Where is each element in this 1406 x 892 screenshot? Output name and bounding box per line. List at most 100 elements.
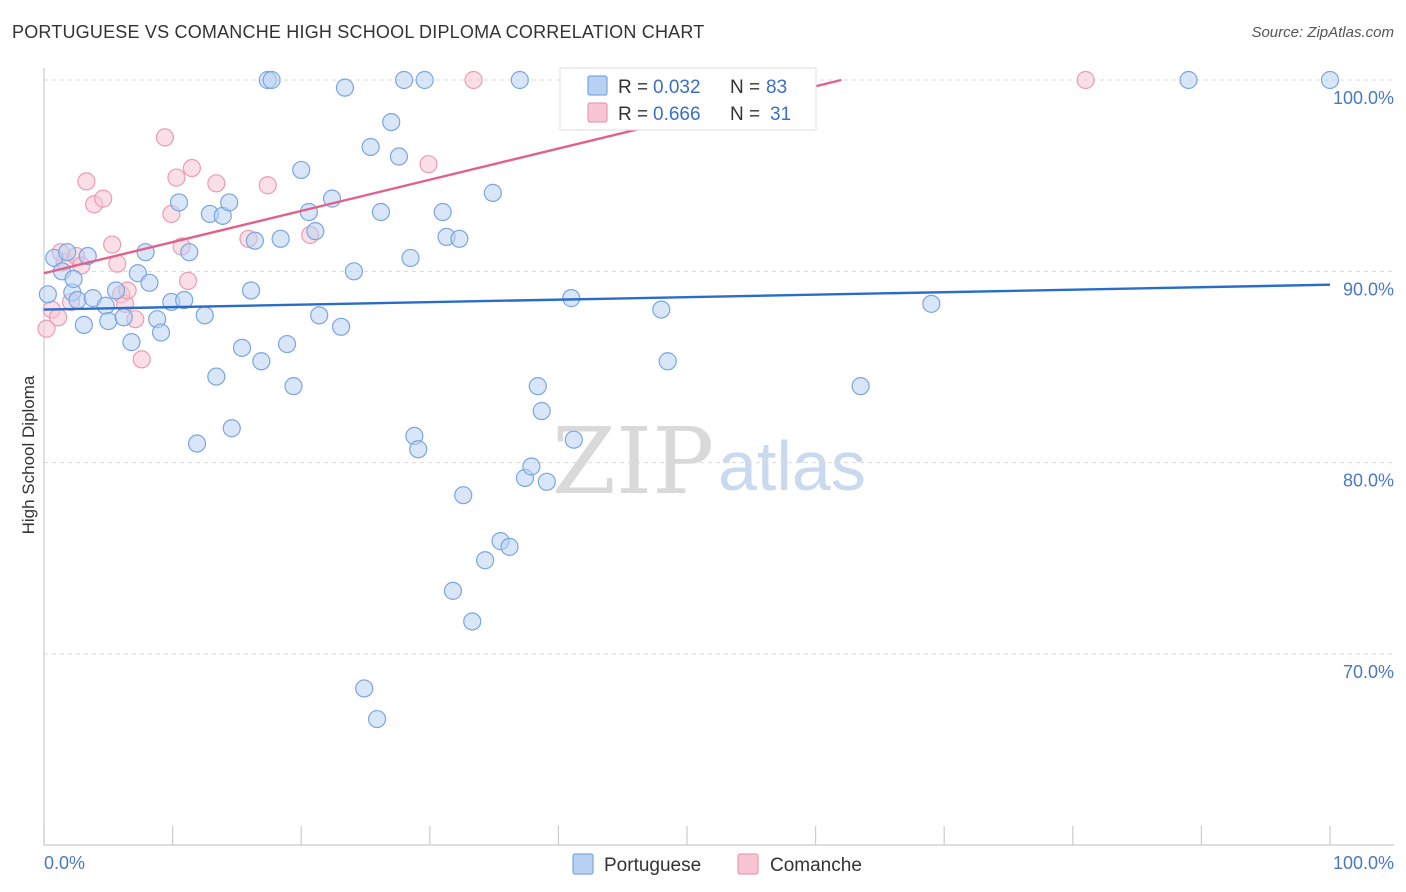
bottom-legend-swatch-comanche: [737, 853, 759, 875]
y-tick-label-2: 80.0%: [1343, 471, 1394, 491]
portuguese-point-42: [306, 222, 325, 241]
legend-n-value-portuguese: 83: [766, 77, 787, 98]
portuguese-point-45: [331, 317, 351, 336]
portuguese-point-29: [220, 193, 239, 212]
comanche-point-2: [49, 308, 68, 327]
portuguese-point-32: [245, 231, 265, 250]
comanche-point-20: [178, 271, 198, 290]
legend-r-label-portuguese: R =: [618, 77, 648, 98]
portuguese-point-73: [564, 430, 583, 449]
portuguese-point-80: [355, 679, 374, 698]
portuguese-point-39: [284, 377, 303, 396]
portuguese-point-75: [658, 352, 677, 371]
portuguese-point-5: [68, 290, 87, 310]
portuguese-trend-line: [43, 283, 1331, 311]
portuguese-point-17: [140, 273, 159, 292]
portuguese-point-49: [371, 202, 391, 222]
chart-source: Source: ZipAtlas.com: [1251, 24, 1394, 41]
comanche-point-15: [132, 350, 151, 369]
watermark-zip: ZIP: [552, 408, 714, 515]
portuguese-point-37: [271, 229, 290, 248]
portuguese-point-34: [252, 352, 271, 371]
y-tick-labels: 100.0% 90.0% 80.0% 70.0%: [1333, 88, 1394, 682]
portuguese-point-77: [922, 294, 941, 313]
legend-n-label-portuguese: N =: [730, 77, 760, 98]
portuguese-point-47: [344, 262, 364, 281]
comanche-point-26: [419, 155, 438, 174]
portuguese-point-69: [528, 377, 547, 396]
portuguese-point-46: [335, 78, 355, 97]
portuguese-point-7: [74, 315, 93, 335]
portuguese-point-81: [367, 709, 387, 729]
portuguese-point-23: [180, 243, 199, 262]
legend-swatch-portuguese: [587, 75, 608, 96]
portuguese-point-10: [96, 296, 115, 315]
legend-r-value-comanche: 0.666: [653, 104, 701, 125]
portuguese-point-6: [64, 269, 83, 289]
portuguese-point-51: [389, 147, 409, 166]
portuguese-point-36: [262, 70, 281, 90]
portuguese-point-48: [361, 137, 380, 157]
portuguese-point-52: [401, 248, 420, 268]
portuguese-point-76: [851, 377, 870, 396]
portuguese-point-50: [382, 112, 401, 132]
portuguese-point-13: [114, 308, 133, 327]
portuguese-point-31: [232, 338, 252, 357]
legend-r-label-comanche: R =: [618, 104, 648, 125]
y-tick-label-3: 70.0%: [1343, 662, 1394, 682]
portuguese-point-30: [222, 419, 241, 438]
portuguese-point-61: [463, 612, 482, 631]
portuguese-point-24: [187, 434, 207, 453]
x-tick-label-right: 100.0%: [1333, 853, 1394, 873]
portuguese-point-79: [1320, 70, 1340, 90]
portuguese-point-59: [454, 486, 473, 505]
portuguese-point-65: [500, 537, 519, 556]
comanche-point-18: [167, 168, 186, 187]
grid: [44, 79, 1394, 655]
portuguese-point-12: [106, 281, 126, 300]
legend-n-value-comanche: 31: [770, 104, 791, 125]
comanche-point-28: [1076, 70, 1095, 90]
portuguese-point-27: [207, 367, 226, 386]
portuguese-point-66: [510, 70, 529, 90]
comanche-point-10: [103, 235, 122, 254]
comanche-point-24: [258, 176, 277, 195]
portuguese-point-11: [99, 311, 118, 331]
watermark-atlas: atlas: [718, 427, 866, 505]
portuguese-point-71: [537, 472, 556, 491]
portuguese-point-70: [532, 401, 551, 421]
portuguese-point-19: [151, 323, 171, 342]
portuguese-point-63: [483, 183, 502, 202]
portuguese-point-0: [38, 285, 57, 304]
portuguese-point-43: [310, 306, 329, 325]
portuguese-point-41: [299, 202, 319, 222]
portuguese-point-82: [394, 70, 414, 90]
portuguese-point-21: [169, 193, 189, 212]
portuguese-point-58: [450, 229, 469, 248]
portuguese-point-8: [78, 246, 97, 266]
portuguese-point-38: [277, 334, 297, 354]
comanche-point-0: [37, 319, 56, 338]
portuguese-point-78: [1179, 70, 1198, 90]
comanche-point-9: [94, 189, 113, 208]
portuguese-point-40: [292, 160, 311, 180]
series-legend: Portuguese Comanche: [572, 853, 862, 876]
portuguese-points: [38, 70, 1340, 729]
portuguese-point-22: [175, 290, 194, 310]
portuguese-point-68: [522, 457, 541, 476]
portuguese-point-14: [122, 333, 141, 352]
legend-r-value-portuguese: 0.032: [653, 77, 701, 98]
comanche-point-21: [182, 158, 201, 178]
portuguese-point-3: [58, 243, 77, 262]
comanche-point-7: [77, 172, 96, 191]
bottom-legend-label-portuguese: Portuguese: [604, 855, 701, 876]
chart-title: PORTUGUESE VS COMANCHE HIGH SCHOOL DIPLO…: [12, 22, 705, 42]
y-tick-label-0: 100.0%: [1333, 88, 1394, 108]
legend-swatch-comanche: [587, 102, 608, 123]
bottom-legend-label-comanche: Comanche: [770, 855, 862, 876]
watermark: ZIP atlas: [552, 408, 866, 515]
x-axis-ticks: [43, 826, 1331, 845]
portuguese-point-62: [475, 551, 495, 570]
portuguese-point-60: [443, 581, 463, 600]
